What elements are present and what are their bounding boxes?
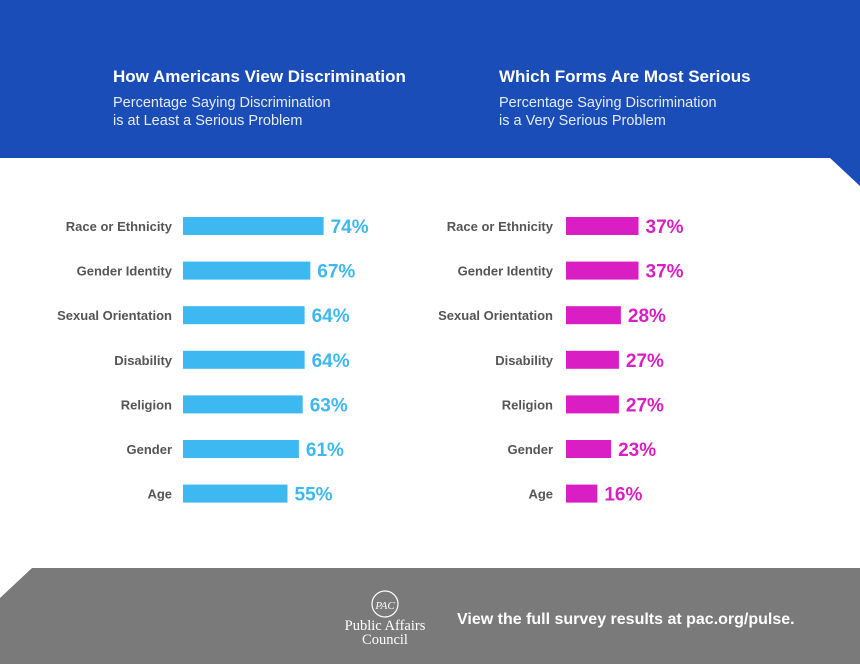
bar [183, 395, 303, 414]
logo-circle [371, 590, 399, 618]
category-label: Gender Identity [77, 264, 173, 279]
value-label: 27% [626, 351, 664, 372]
category-label: Race or Ethnicity [447, 219, 554, 234]
bar [566, 395, 619, 414]
category-label: Gender [126, 442, 172, 457]
category-label: Religion [121, 397, 172, 412]
left-chart-title: How Americans View Discrimination [113, 67, 406, 86]
logo-wordmark: Public Affairs Council [330, 618, 440, 648]
footer-band [0, 568, 860, 664]
value-label: 64% [312, 306, 350, 327]
pac-monogram-icon: PAC [371, 590, 399, 618]
logo-line1: Public Affairs [344, 618, 426, 634]
logo-line2: Council [362, 632, 408, 648]
category-label: Disability [495, 353, 554, 368]
category-label: Sexual Orientation [57, 308, 172, 323]
category-label: Disability [114, 353, 173, 368]
bar [566, 306, 621, 325]
footer-shape [0, 568, 860, 664]
header-band [0, 0, 860, 186]
footer-background [0, 568, 860, 664]
header-background [0, 0, 860, 186]
category-label: Religion [502, 397, 553, 412]
right-chart-title: Which Forms Are Most Serious [499, 67, 751, 86]
bar [566, 440, 612, 458]
value-label: 37% [646, 262, 684, 283]
value-label: 23% [618, 440, 656, 461]
category-label: Gender [507, 442, 553, 457]
value-label: 64% [312, 351, 350, 372]
logo-monogram: PAC [374, 600, 395, 612]
left-subtitle-line2: is at Least a Serious Problem [113, 113, 303, 129]
bar [566, 350, 619, 369]
value-label: 61% [306, 440, 344, 461]
value-label: 28% [628, 306, 666, 327]
right-subtitle-line1: Percentage Saying Discrimination [499, 95, 717, 111]
value-label: 63% [310, 395, 348, 416]
category-label: Race or Ethnicity [66, 219, 173, 234]
value-label: 67% [317, 262, 355, 283]
value-label: 74% [331, 217, 369, 238]
bar [183, 261, 311, 280]
value-label: 55% [295, 485, 333, 506]
right-chart-subtitle: Percentage Saying Discrimination is a Ve… [499, 94, 799, 130]
bar [566, 484, 598, 503]
left-chart-subtitle: Percentage Saying Discrimination is at L… [113, 94, 413, 130]
category-label: Sexual Orientation [438, 308, 553, 323]
right-subtitle-line2: is a Very Serious Problem [499, 113, 666, 129]
bar [183, 217, 324, 235]
survey-link-text[interactable]: View the full survey results at pac.org/… [457, 611, 795, 628]
value-label: 27% [626, 395, 664, 416]
category-label: Gender Identity [458, 264, 554, 279]
bar [183, 440, 299, 458]
bar [183, 350, 305, 369]
bar [566, 261, 639, 280]
value-label: 16% [604, 485, 642, 506]
category-label: Age [147, 487, 172, 502]
value-label: 37% [646, 217, 684, 238]
left-subtitle-line1: Percentage Saying Discrimination [113, 95, 331, 111]
left-bar-chart: Race or Ethnicity 74% Gender Identity 67% Se… [57, 217, 369, 506]
bar [183, 306, 305, 325]
header-shape [0, 0, 860, 186]
category-label: Age [528, 487, 553, 502]
bar [183, 484, 288, 503]
right-bar-chart: Race or Ethnicity 37% Gender Identity 37% Se… [438, 217, 684, 506]
bar [566, 217, 639, 235]
